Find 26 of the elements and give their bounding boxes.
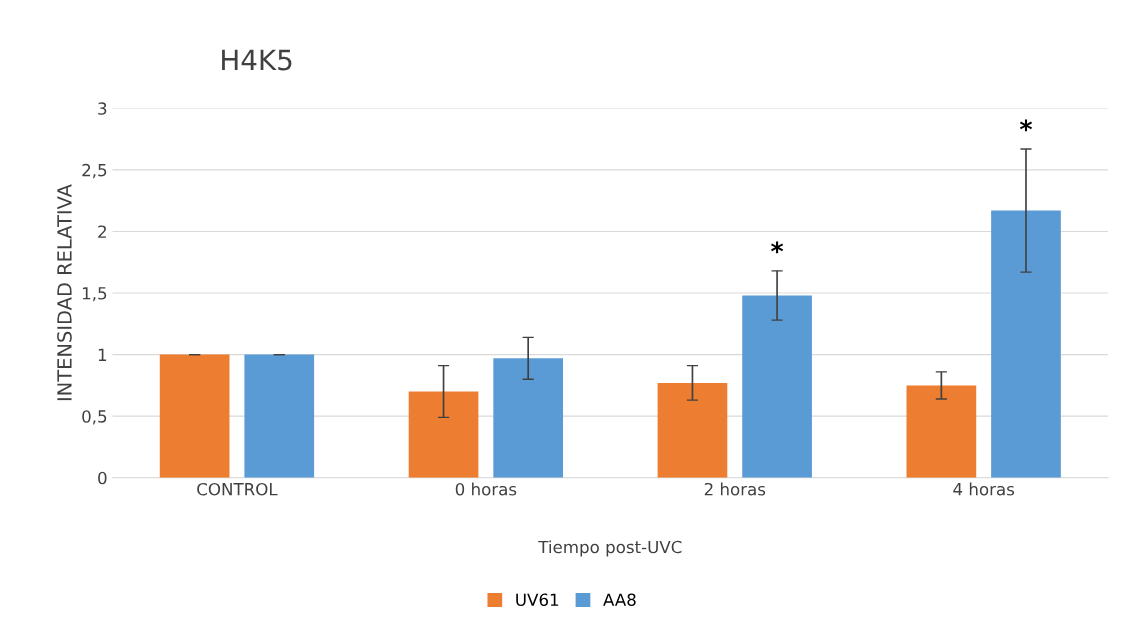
x-axis-title: Tiempo post-UVC	[538, 540, 682, 557]
y-tick-label: 1,5	[82, 287, 107, 302]
y-tick-label: 0	[98, 471, 107, 485]
y-tick-label: 1	[98, 348, 107, 361]
y-axis-title: INTENSIDAD RELATIVA	[57, 184, 72, 401]
bar	[657, 382, 728, 478]
y-tick-label: 0,5	[82, 410, 107, 425]
bar	[159, 354, 230, 478]
legend-label: AA8	[603, 593, 636, 607]
bar	[408, 391, 479, 478]
bar	[991, 210, 1061, 478]
x-tick-label: 0 horas	[455, 482, 517, 496]
y-tick-label: 3	[98, 102, 107, 115]
x-tick-label: 4 horas	[953, 482, 1015, 496]
chart-title: H4K5	[222, 49, 292, 71]
data-label: *	[1019, 119, 1033, 132]
bar	[742, 295, 812, 478]
x-tick-label: CONTROL	[197, 482, 278, 496]
bar	[244, 354, 315, 478]
legend-label: UV61	[516, 593, 559, 607]
bar	[493, 358, 564, 478]
y-tick-label: 2	[98, 225, 106, 238]
y-tick-label: 2,5	[82, 163, 107, 179]
data-label: *	[771, 241, 784, 254]
x-tick-label: 2 horas	[704, 482, 766, 496]
bar	[906, 385, 977, 478]
